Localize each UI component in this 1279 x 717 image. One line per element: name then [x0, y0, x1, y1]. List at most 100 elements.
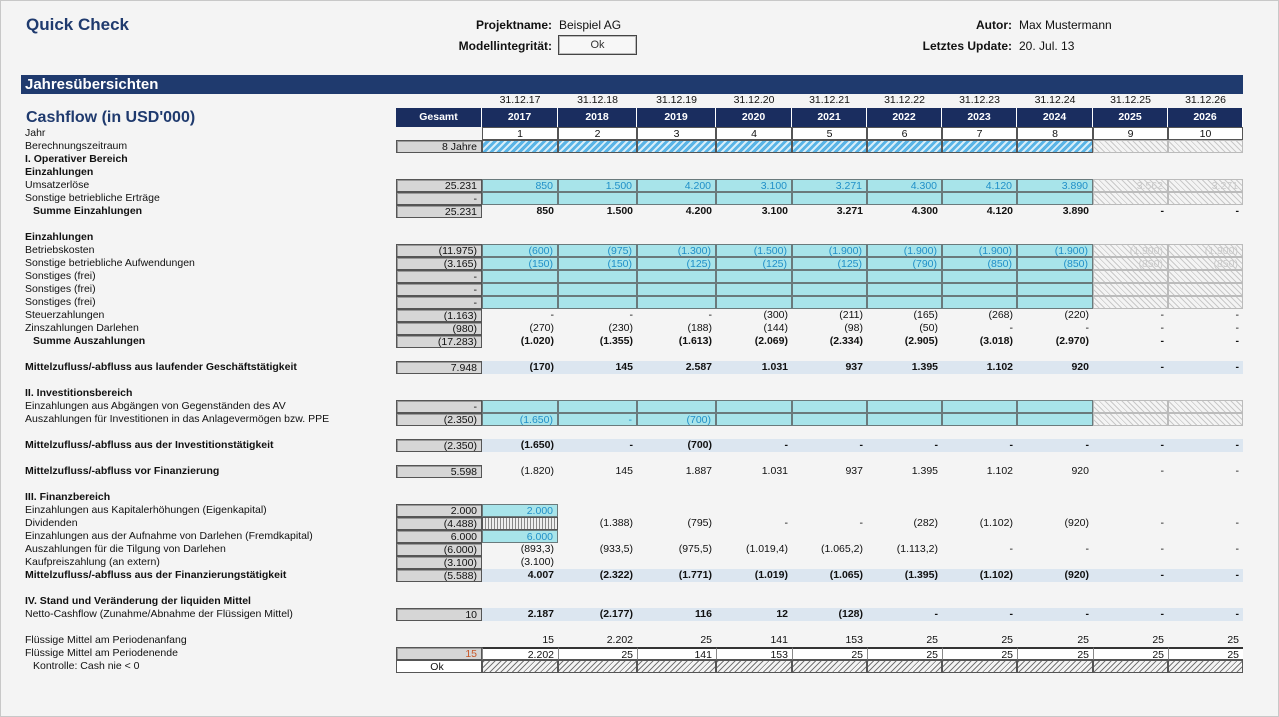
- input-cell[interactable]: [1017, 283, 1093, 296]
- total-cell: (11.975): [396, 244, 482, 257]
- value-cell: -: [1235, 543, 1240, 555]
- input-cell[interactable]: (1.900): [942, 244, 1017, 257]
- input-cell[interactable]: [792, 400, 867, 413]
- table-row: [1, 621, 1279, 634]
- row-label: Berechnungszeitraum: [25, 140, 128, 152]
- input-cell[interactable]: (1.900): [867, 244, 942, 257]
- input-cell[interactable]: [1017, 296, 1093, 309]
- input-cell[interactable]: [558, 400, 637, 413]
- value-cell: [637, 530, 716, 543]
- input-cell[interactable]: [637, 283, 716, 296]
- input-cell[interactable]: (1.500): [716, 244, 792, 257]
- input-cell[interactable]: (150): [558, 257, 637, 270]
- input-cell[interactable]: [867, 296, 942, 309]
- value-cell: 6: [867, 127, 942, 140]
- input-cell[interactable]: (150): [482, 257, 558, 270]
- input-cell[interactable]: 3.271: [792, 179, 867, 192]
- input-cell[interactable]: [558, 192, 637, 205]
- input-cell[interactable]: [867, 400, 942, 413]
- value-cell: (2.069): [754, 335, 788, 347]
- input-cell[interactable]: [558, 296, 637, 309]
- input-cell[interactable]: 4.200: [637, 179, 716, 192]
- input-cell[interactable]: (125): [637, 257, 716, 270]
- input-cell[interactable]: 3.100: [716, 179, 792, 192]
- total-cell: 10: [396, 608, 482, 621]
- value-cell: -: [1093, 569, 1168, 582]
- input-cell[interactable]: (1.300): [637, 244, 716, 257]
- input-cell[interactable]: [942, 192, 1017, 205]
- input-cell[interactable]: [942, 270, 1017, 283]
- input-cell[interactable]: [792, 296, 867, 309]
- value-cell: [942, 504, 1017, 517]
- input-cell[interactable]: [792, 283, 867, 296]
- value-cell: [1017, 504, 1093, 517]
- input-cell[interactable]: (1.900): [792, 244, 867, 257]
- input-cell[interactable]: [637, 296, 716, 309]
- input-cell[interactable]: 2.000: [482, 504, 558, 517]
- input-cell[interactable]: [867, 413, 942, 426]
- input-cell[interactable]: [482, 192, 558, 205]
- value-cell: (270): [529, 322, 554, 334]
- input-cell[interactable]: [716, 192, 792, 205]
- input-cell[interactable]: [792, 413, 867, 426]
- input-cell[interactable]: [1017, 400, 1093, 413]
- input-cell[interactable]: [637, 270, 716, 283]
- value-cell: -: [708, 309, 713, 321]
- input-cell[interactable]: [716, 283, 792, 296]
- input-cell[interactable]: 850: [482, 179, 558, 192]
- total-cell: -: [396, 296, 482, 309]
- input-cell[interactable]: [1017, 270, 1093, 283]
- input-cell[interactable]: [942, 400, 1017, 413]
- input-cell[interactable]: [867, 192, 942, 205]
- input-cell[interactable]: 6.000: [482, 530, 558, 543]
- value-cell: (1.102): [942, 569, 1017, 582]
- value-cell: -: [1235, 335, 1240, 347]
- input-cell[interactable]: [792, 270, 867, 283]
- year-header: 2021: [792, 108, 867, 127]
- input-cell[interactable]: 1.500: [558, 179, 637, 192]
- input-cell[interactable]: -: [558, 413, 637, 426]
- input-cell[interactable]: (1.900): [1017, 244, 1093, 257]
- value-cell: [867, 556, 942, 569]
- input-cell[interactable]: [942, 413, 1017, 426]
- input-cell[interactable]: [942, 283, 1017, 296]
- input-cell[interactable]: [637, 192, 716, 205]
- input-cell[interactable]: [482, 400, 558, 413]
- integrity-status[interactable]: Ok: [558, 35, 637, 55]
- input-cell[interactable]: [792, 192, 867, 205]
- input-cell[interactable]: 3.890: [1017, 179, 1093, 192]
- input-cell[interactable]: [482, 296, 558, 309]
- input-cell[interactable]: [716, 413, 792, 426]
- input-cell[interactable]: [637, 400, 716, 413]
- input-cell[interactable]: (790): [867, 257, 942, 270]
- input-cell[interactable]: [716, 270, 792, 283]
- input-cell[interactable]: (125): [716, 257, 792, 270]
- value-cell: 1.500: [606, 205, 633, 217]
- input-cell[interactable]: (1.650): [482, 413, 558, 426]
- input-cell[interactable]: (700): [637, 413, 716, 426]
- input-cell[interactable]: (975): [558, 244, 637, 257]
- value-cell: (2.905): [904, 335, 938, 347]
- year-header: 2017: [482, 108, 558, 127]
- input-cell[interactable]: [867, 270, 942, 283]
- input-cell[interactable]: 4.120: [942, 179, 1017, 192]
- input-cell[interactable]: [482, 283, 558, 296]
- input-cell[interactable]: 4.300: [867, 179, 942, 192]
- input-cell[interactable]: [942, 296, 1017, 309]
- input-cell[interactable]: [867, 283, 942, 296]
- input-cell[interactable]: (850): [1017, 257, 1093, 270]
- input-cell[interactable]: [1017, 192, 1093, 205]
- input-cell[interactable]: [716, 400, 792, 413]
- value-cell: (2.322): [558, 569, 637, 582]
- value-cell: [1093, 504, 1168, 517]
- input-cell[interactable]: [716, 296, 792, 309]
- input-cell[interactable]: [482, 270, 558, 283]
- input-cell[interactable]: [558, 283, 637, 296]
- input-cell[interactable]: (600): [482, 244, 558, 257]
- value-cell: -: [792, 439, 867, 452]
- input-cell[interactable]: [558, 270, 637, 283]
- input-cell[interactable]: [1017, 413, 1093, 426]
- row-label: Einzahlungen aus Kapitalerhöhungen (Eige…: [25, 504, 267, 516]
- input-cell[interactable]: (850): [942, 257, 1017, 270]
- input-cell[interactable]: (125): [792, 257, 867, 270]
